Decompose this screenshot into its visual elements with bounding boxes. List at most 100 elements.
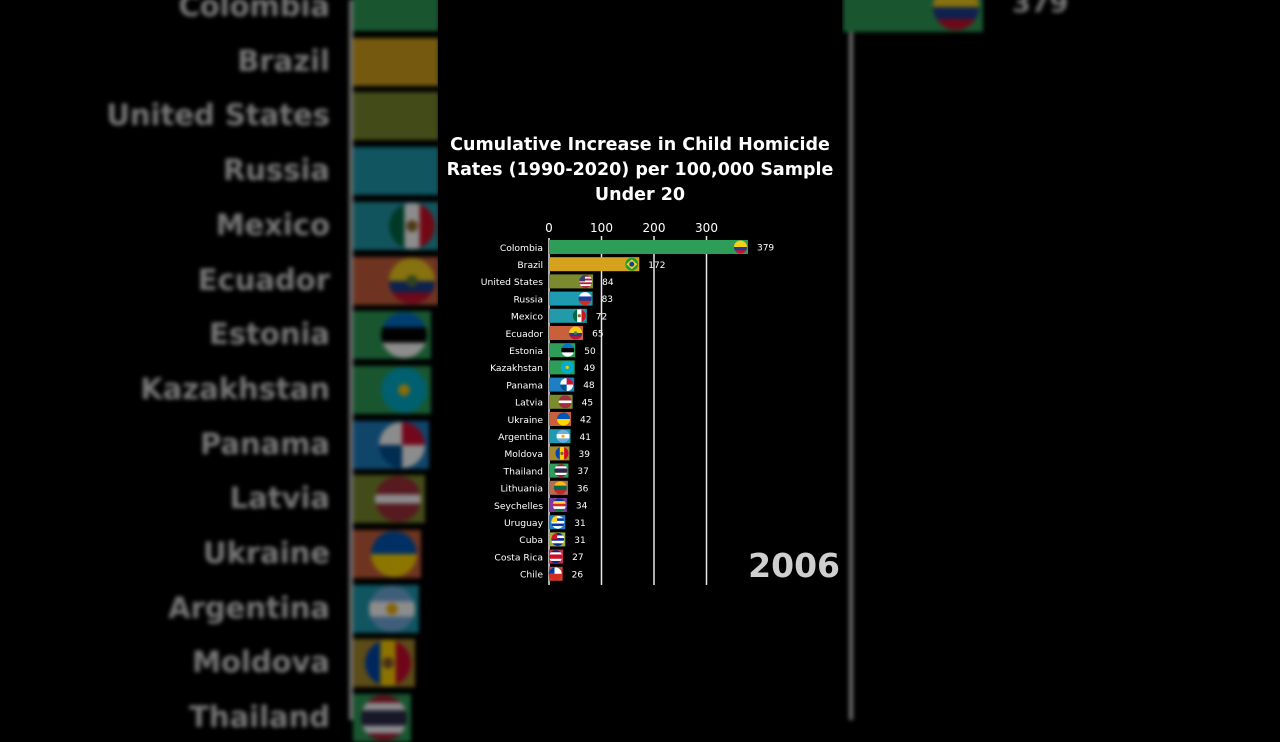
category-label: Mexico xyxy=(511,312,543,323)
background-category-label: Russia xyxy=(222,153,330,188)
value-label: 49 xyxy=(584,364,596,374)
background-category-label: Colombia xyxy=(178,0,330,23)
value-label: 84 xyxy=(602,278,614,288)
category-label: Ecuador xyxy=(505,329,543,340)
category-label: Latvia xyxy=(515,398,543,409)
category-label: Brazil xyxy=(517,260,543,271)
cl-flag-icon xyxy=(548,567,562,581)
ua-flag-icon xyxy=(557,412,571,426)
value-label: 37 xyxy=(577,467,588,477)
uy-flag-icon xyxy=(551,515,565,529)
category-label: Ukraine xyxy=(508,415,544,426)
background-category-label: Ukraine xyxy=(203,536,330,570)
category-label: Panama xyxy=(506,380,543,391)
bar-row: Chile 26 xyxy=(520,566,584,581)
background-bar xyxy=(353,37,439,86)
background-bar xyxy=(353,147,439,196)
bar-row: Ukraine 42 xyxy=(508,412,592,426)
value-label: 65 xyxy=(592,330,603,340)
th-flag-background-icon xyxy=(361,695,407,742)
category-label: Uruguay xyxy=(504,518,544,529)
category-label: Russia xyxy=(513,294,543,305)
ec-flag-icon xyxy=(569,326,583,340)
bar-chart: 0 100 200 300 Colombia 379 Brazil 172 United Sta… xyxy=(481,221,774,585)
co-flag-icon xyxy=(733,240,747,254)
bar-row: Thailand 37 xyxy=(503,463,589,478)
bar-row: Moldova 39 xyxy=(504,446,590,461)
bar-row: Latvia 45 xyxy=(515,394,593,409)
value-label: 45 xyxy=(582,398,593,408)
co-flag-icon xyxy=(933,0,979,30)
background-category-label: Brazil xyxy=(237,43,330,78)
kz-flag-icon xyxy=(560,360,574,374)
pa-flag-icon xyxy=(379,421,425,468)
bar-row: Russia 83 xyxy=(513,291,613,306)
ec-flag-icon xyxy=(389,257,435,304)
lv-flag-icon xyxy=(558,395,572,409)
value-label: 31 xyxy=(574,536,585,546)
ec-flag-background-icon xyxy=(389,257,435,304)
year-label: 2006 xyxy=(748,546,840,585)
bar-row: Ecuador 65 xyxy=(505,326,604,340)
category-label: Estonia xyxy=(509,346,543,357)
mx-flag-icon xyxy=(389,202,435,249)
chart-panel xyxy=(438,0,842,720)
ua-flag-icon xyxy=(371,531,417,577)
bar-row: United States 84 xyxy=(481,274,614,289)
us-flag-icon xyxy=(579,274,593,288)
bar-row: Brazil 172 xyxy=(517,257,665,272)
mx-flag-background-icon xyxy=(389,202,435,249)
category-label: Seychelles xyxy=(494,501,543,512)
x-tick-label: 200 xyxy=(643,221,666,235)
ee-flag-background-icon xyxy=(381,312,427,359)
ar-flag-icon xyxy=(369,585,415,632)
bar-row: Lithuania 36 xyxy=(500,480,589,495)
background-category-label: Ecuador xyxy=(197,262,330,297)
value-label: 39 xyxy=(578,450,590,460)
value-label: 379 xyxy=(757,244,774,254)
ar-flag-icon xyxy=(556,429,570,443)
th-flag-icon xyxy=(361,695,407,742)
category-label: Thailand xyxy=(503,466,543,477)
background-category-label: United States xyxy=(106,98,330,133)
pa-flag-background-icon xyxy=(379,421,425,468)
background-category-label: Thailand xyxy=(189,700,330,735)
bar-row: Kazakhstan 49 xyxy=(490,360,596,375)
x-tick-label: 100 xyxy=(590,221,613,235)
category-label: Colombia xyxy=(500,243,543,254)
background-axis-line xyxy=(349,0,353,720)
value-label: 50 xyxy=(584,347,596,357)
category-label: Argentina xyxy=(498,432,543,443)
category-label: United States xyxy=(481,277,543,288)
lv-flag-background-icon xyxy=(375,476,421,523)
background-category-label: Kazakhstan xyxy=(140,371,330,406)
chart-title: Cumulative Increase in Child Homicide Ra… xyxy=(446,135,834,205)
background-category-label: Mexico xyxy=(215,207,330,242)
bar-row: Seychelles 34 xyxy=(494,498,588,512)
x-tick-label: 300 xyxy=(695,221,718,235)
value-label: 41 xyxy=(580,433,591,443)
bar-row: Cuba 31 xyxy=(519,532,586,547)
value-label: 31 xyxy=(574,519,585,529)
mx-flag-icon xyxy=(572,309,586,323)
bar-row: Uruguay 31 xyxy=(504,515,586,530)
value-label: 72 xyxy=(596,312,607,322)
th-flag-icon xyxy=(554,464,568,478)
kz-flag-background-icon xyxy=(381,366,427,413)
bar xyxy=(549,257,640,272)
bar-row: Costa Rica 27 xyxy=(494,549,584,564)
value-label: 34 xyxy=(576,502,588,512)
ee-flag-icon xyxy=(561,343,575,357)
background-category-label: Panama xyxy=(199,426,330,461)
bar-row: Estonia 50 xyxy=(509,343,596,358)
cr-flag-icon xyxy=(549,550,563,564)
lv-flag-icon xyxy=(375,476,421,523)
br-flag-icon xyxy=(625,257,639,271)
ee-flag-icon xyxy=(381,312,427,359)
md-flag-icon xyxy=(365,640,411,687)
bar-row: Argentina 41 xyxy=(498,429,591,444)
value-label: 26 xyxy=(572,570,584,580)
sc-flag-icon xyxy=(552,498,566,512)
background-top-value: 379 xyxy=(1012,0,1069,19)
category-label: Cuba xyxy=(519,535,543,546)
